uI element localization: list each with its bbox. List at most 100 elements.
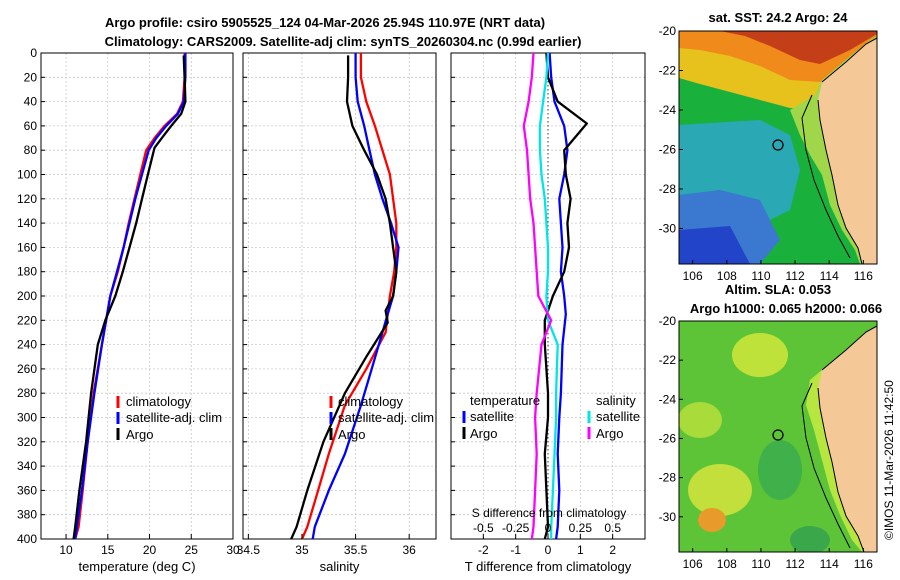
map-y-tick-label: -22 <box>659 353 677 367</box>
y-tick-label: 80 <box>24 143 38 157</box>
sla-peak-anomaly <box>698 508 726 532</box>
y-tick-label: 320 <box>17 435 37 449</box>
s-diff-tick-label: 0.5 <box>604 521 621 535</box>
y-tick-label: 240 <box>17 338 37 352</box>
series-line-argo <box>290 55 398 540</box>
legend-label-climatology: climatology <box>126 394 192 409</box>
sst-hottest-band <box>720 31 877 64</box>
map-y-tick-label: -30 <box>659 510 677 524</box>
legend-title-salinity: salinity <box>596 393 636 408</box>
map-x-tick-label: 106 <box>683 269 703 283</box>
map-y-tick-label: -24 <box>659 103 677 117</box>
map-y-tick-label: -24 <box>659 392 677 406</box>
sst-map-title: sat. SST: 24.2 Argo: 24 <box>709 10 849 25</box>
map-x-tick-label: 116 <box>854 269 873 283</box>
map-y-tick-label: -26 <box>659 431 677 445</box>
legend-label-t-argo: Argo <box>470 426 497 441</box>
y-tick-label: 160 <box>17 240 37 254</box>
y-tick-label: 0 <box>30 46 37 60</box>
map-y-tick-label: -22 <box>659 63 677 77</box>
map-y-tick-label: -30 <box>659 221 677 235</box>
bathymetry-contour <box>801 382 851 549</box>
x-tick-label: 30 <box>226 543 240 557</box>
coastline <box>817 37 877 264</box>
figure-title-line2: Climatology: CARS2009. Satellite-adj cli… <box>105 34 582 49</box>
sst-coldest-region <box>679 226 750 264</box>
map-x-tick-label: 106 <box>683 557 703 571</box>
legend-label-s-argo: Argo <box>596 426 623 441</box>
series-line-climatology <box>300 53 398 540</box>
x-tick-label: 20 <box>143 543 157 557</box>
x-tick-label: 35.5 <box>344 543 368 557</box>
salinity-panel: 34.5 35 35.5 36 salinity <box>237 52 437 574</box>
legend-title-temperature: temperature <box>470 393 540 408</box>
y-tick-label: 40 <box>24 95 38 109</box>
map-x-tick-label: 114 <box>820 557 839 571</box>
s-difference-axis-label: S difference from climatology <box>472 506 627 520</box>
legend-label-climatology: climatology <box>338 394 404 409</box>
sst-map <box>678 30 878 265</box>
map-x-tick-label: 110 <box>751 269 770 283</box>
series-line-t-satellite <box>548 52 569 540</box>
map-x-tick-label: 114 <box>820 269 839 283</box>
sla-high-anomaly <box>679 402 722 438</box>
legend-label-s-satellite: satellite <box>596 409 640 424</box>
figure-title-line1: Argo profile: csiro 5905525_124 04-Mar-2… <box>105 15 545 30</box>
legend-label-satellite: satellite-adj. clim <box>338 410 434 425</box>
map-y-tick-label: -26 <box>659 142 677 156</box>
legend-label-argo: Argo <box>338 427 365 442</box>
x-tick-label: -2 <box>478 543 489 557</box>
s-diff-tick-label: -0.25 <box>502 521 530 535</box>
map-x-tick-label: 108 <box>717 269 737 283</box>
y-tick-label: 20 <box>24 70 38 84</box>
sla-high-anomaly <box>732 333 788 377</box>
map-y-tick-label: -28 <box>659 182 677 196</box>
x-tick-label: 10 <box>59 543 73 557</box>
y-tick-label: 340 <box>17 459 37 473</box>
series-line-s-satellite <box>538 52 559 539</box>
sla-map-title-line2: Argo h1000: 0.065 h2000: 0.066 <box>690 301 882 316</box>
coastline <box>817 325 877 552</box>
map-y-tick-label: -20 <box>659 314 677 328</box>
sla-map-frame <box>678 320 878 553</box>
map-x-tick-label: 108 <box>717 557 737 571</box>
y-tick-label: 120 <box>17 192 37 206</box>
legend-label-t-satellite: satellite <box>470 409 514 424</box>
y-tick-label: 60 <box>24 119 38 133</box>
x-tick-label: 36 <box>403 543 417 557</box>
x-tick-label: 35 <box>295 543 309 557</box>
series-line-satellite-adj-clim <box>74 53 187 540</box>
land <box>818 326 877 552</box>
map-y-tick-label: -20 <box>659 24 677 38</box>
temperature-legend: climatology satellite-adj. clim Argo <box>116 394 222 442</box>
temperature-panel: 10 15 20 25 30 temperature (deg C) 0 20 40 60 80 10… <box>17 46 240 574</box>
sla-high-anomaly <box>688 464 752 516</box>
grid <box>41 52 234 540</box>
map-ticks: 106 108 110 112 114 116 -20 -22 -24 -26 -28 -30 106 1… <box>659 24 874 571</box>
y-tick-label: 180 <box>17 265 37 279</box>
s-diff-tick-label: 0 <box>545 521 552 535</box>
y-tick-label: 200 <box>17 289 37 303</box>
map-x-tick-label: 112 <box>785 557 804 571</box>
x-axis-label: temperature (deg C) <box>78 559 195 574</box>
x-tick-label: 25 <box>185 543 199 557</box>
y-tick-label: 300 <box>17 411 37 425</box>
x-tick-label: 34.5 <box>237 543 261 557</box>
x-tick-label: 0 <box>545 543 552 557</box>
bathymetry-contour <box>801 94 851 259</box>
argo-location-marker <box>772 429 784 441</box>
sla-low-anomaly <box>790 526 830 552</box>
difference-panel: -2 -1 0 1 2 T difference from climatology -0.5… <box>450 52 646 574</box>
x-tick-label: 15 <box>101 543 115 557</box>
land <box>818 38 877 264</box>
argo-location-marker <box>772 139 784 151</box>
x-tick-label: 2 <box>609 543 616 557</box>
x-tick-label: 1 <box>577 543 584 557</box>
difference-legend: temperature satellite Argo salinity sate… <box>462 393 640 441</box>
s-diff-tick-label: -0.5 <box>473 521 494 535</box>
y-tick-label: 380 <box>17 508 37 522</box>
x-axis-label: T difference from climatology <box>465 559 632 574</box>
map-x-tick-label: 116 <box>854 557 873 571</box>
y-tick-label: 100 <box>17 168 37 182</box>
